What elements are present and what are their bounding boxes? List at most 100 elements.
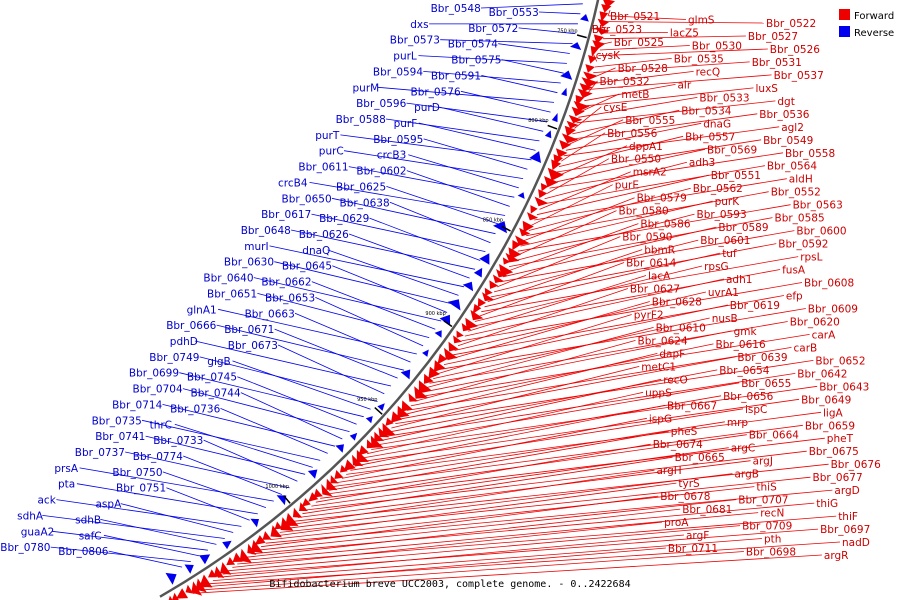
reverse-gene-arrow — [165, 572, 177, 585]
reverse-gene-label-dxs: dxs — [410, 19, 428, 31]
forward-gene-arrow — [519, 227, 531, 237]
forward-gene-arrow — [168, 595, 173, 600]
forward-gene-label-agl2: agl2 — [781, 122, 804, 134]
forward-gene-arrow — [581, 77, 599, 88]
forward-gene-label-mrp: mrp — [727, 417, 749, 429]
forward-gene-arrow — [213, 566, 225, 578]
forward-gene-label-bbr-0628: Bbr_0628 — [652, 297, 702, 309]
forward-gene-arrow — [391, 411, 403, 423]
forward-gene-label-bbr-0616: Bbr_0616 — [716, 339, 766, 351]
forward-leader-line — [443, 304, 728, 365]
forward-leader-line — [251, 502, 815, 555]
reverse-leader-line — [174, 423, 313, 468]
forward-leader-line — [399, 356, 736, 420]
reverse-gene-label-purd: purD — [414, 102, 440, 114]
forward-gene-arrow — [559, 139, 572, 150]
forward-gene-arrow — [366, 439, 376, 449]
forward-gene-arrow — [561, 133, 579, 144]
forward-gene-label-ispc: ispC — [745, 404, 767, 416]
reverse-leader-line — [162, 471, 267, 508]
forward-gene-arrow — [592, 40, 606, 50]
forward-gene-arrow — [344, 459, 356, 471]
forward-gene-label-bbr-0528: Bbr_0528 — [618, 63, 668, 75]
forward-gene-label-bbr-0564: Bbr_0564 — [767, 161, 817, 173]
scale-label: 850 kbp — [483, 218, 503, 224]
forward-leader-line — [436, 314, 632, 375]
reverse-leader-line — [56, 499, 242, 527]
reverse-gene-arrow — [349, 432, 358, 441]
reverse-gene-label-sdhb: sdhB — [75, 514, 101, 526]
forward-leader-line — [433, 317, 710, 379]
forward-gene-label-bbr-0563: Bbr_0563 — [793, 200, 843, 212]
reverse-gene-arrow — [250, 518, 259, 528]
forward-leader-line — [346, 411, 822, 475]
forward-gene-label-bbr-0659: Bbr_0659 — [805, 420, 855, 432]
forward-gene-arrow — [601, 4, 612, 13]
reverse-gene-label-purt: purT — [315, 130, 340, 142]
forward-gene-arrow — [423, 373, 434, 384]
forward-gene-label-bbr-0667: Bbr_0667 — [667, 400, 717, 412]
reverse-gene-label-bbr-0573: Bbr_0573 — [390, 35, 440, 47]
forward-leader-line — [350, 408, 744, 471]
reverse-leader-line — [439, 106, 544, 132]
reverse-gene-label-sdha: sdhA — [17, 510, 44, 522]
reverse-leader-line — [125, 451, 290, 489]
forward-gene-label-dgt: dgt — [777, 96, 794, 108]
forward-leader-line — [526, 191, 769, 237]
reverse-leader-line — [423, 71, 561, 84]
reverse-gene-arrow — [551, 113, 558, 123]
reverse-leader-line — [183, 455, 282, 495]
forward-leader-line — [602, 35, 746, 40]
scale-tick — [283, 495, 291, 504]
forward-gene-label-bbr-0580: Bbr_0580 — [619, 206, 669, 218]
forward-gene-label-bbr-0619: Bbr_0619 — [730, 300, 780, 312]
forward-gene-label-bbr-0642: Bbr_0642 — [797, 368, 847, 380]
reverse-gene-label-bbr-0736: Bbr_0736 — [170, 403, 220, 415]
reverse-leader-line — [498, 43, 570, 54]
forward-leader-line — [468, 275, 647, 332]
forward-gene-label-bbr-0711: Bbr_0711 — [668, 543, 718, 555]
genome-caption: Bifidobacterium breve UCC2003, complete … — [269, 579, 630, 590]
forward-gene-label-bbr-0601: Bbr_0601 — [700, 235, 750, 247]
reverse-leader-line — [309, 182, 506, 216]
forward-gene-label-bbr-0536: Bbr_0536 — [759, 109, 809, 121]
reverse-gene-label-purf: purF — [394, 118, 418, 130]
forward-leader-line — [192, 554, 822, 594]
forward-leader-line — [232, 521, 663, 568]
forward-gene-arrow — [505, 252, 520, 263]
forward-leader-line — [556, 139, 762, 173]
forward-gene-arrow — [512, 240, 521, 251]
reverse-gene-arrow — [434, 330, 442, 338]
reverse-gene-label-bbr-0648: Bbr_0648 — [241, 225, 291, 237]
forward-gene-label-bbr-0608: Bbr_0608 — [804, 278, 854, 290]
forward-gene-label-bbr-0585: Bbr_0585 — [775, 213, 825, 225]
forward-gene-arrow — [270, 525, 282, 538]
reverse-gene-label-bbr-0645: Bbr_0645 — [282, 261, 332, 273]
legend-forward-label: Forward — [854, 11, 894, 22]
forward-gene-label-bbr-0534: Bbr_0534 — [681, 105, 731, 117]
forward-gene-label-rpsg: rpsG — [704, 261, 729, 273]
reverse-gene-arrow — [307, 469, 318, 479]
reverse-gene-arrow — [544, 130, 552, 139]
forward-leader-line — [598, 48, 768, 57]
reverse-leader-line — [269, 245, 465, 288]
reverse-gene-arrow — [377, 403, 385, 411]
reverse-gene-label-safc: safC — [79, 530, 102, 542]
forward-leader-line — [531, 184, 613, 226]
forward-gene-arrow — [470, 309, 484, 321]
reverse-leader-line — [291, 229, 476, 270]
forward-leader-line — [607, 9, 611, 17]
forward-gene-label-adh1: adh1 — [726, 274, 752, 286]
forward-leader-line — [358, 398, 800, 463]
reverse-gene-label-bbr-0596: Bbr_0596 — [356, 98, 406, 110]
forward-gene-arrow — [437, 353, 448, 365]
forward-leader-line — [500, 230, 795, 283]
forward-gene-arrow — [461, 323, 472, 332]
reverse-gene-label-bbr-0737: Bbr_0737 — [75, 447, 125, 459]
scale-tick — [501, 225, 511, 232]
forward-gene-label-metc1: metC1 — [641, 361, 676, 373]
forward-leader-line — [315, 443, 651, 503]
reverse-gene-label-bbr-0774: Bbr_0774 — [133, 451, 183, 463]
reverse-gene-label-thrc: thrC — [150, 419, 172, 431]
